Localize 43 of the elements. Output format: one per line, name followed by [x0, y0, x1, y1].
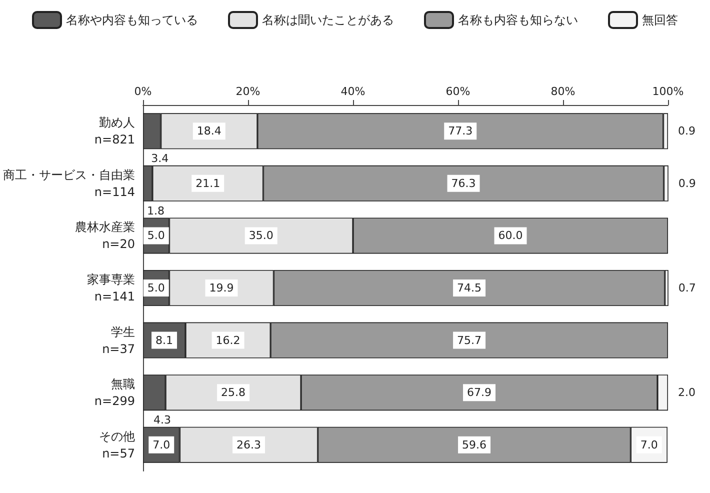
data-label: 74.5 — [457, 282, 482, 294]
y-tick-label: 学生 n=37 — [102, 324, 135, 356]
data-label: 1.8 — [146, 204, 164, 218]
legend-label: 名称も内容も知らない — [458, 13, 578, 27]
y-tick-label: 無職 n=299 — [94, 377, 135, 408]
data-label: 59.6 — [462, 438, 487, 452]
x-tick-label: 100% — [652, 85, 684, 98]
legend-label: 名称は聞いたことがある — [262, 13, 394, 27]
data-label: 75.7 — [457, 334, 482, 347]
data-label: 25.8 — [221, 386, 246, 400]
data-label: 16.2 — [216, 334, 240, 347]
data-label: 21.1 — [196, 176, 220, 190]
legend-label: 無回答 — [642, 13, 678, 27]
data-label: 0.7 — [678, 282, 696, 294]
x-tick-label: 0% — [134, 85, 152, 98]
y-tick-label: 勤め人 n=821 — [94, 116, 135, 147]
data-label: 2.0 — [678, 386, 696, 400]
x-tick-label: 40% — [340, 85, 366, 98]
y-tick-label: その他 n=57 — [99, 429, 135, 460]
data-label: 35.0 — [248, 229, 274, 242]
y-tick-label: 農林水産業 n=20 — [75, 220, 135, 252]
data-label: 19.9 — [209, 282, 234, 294]
data-label: 0.9 — [678, 124, 696, 138]
data-label: 5.0 — [147, 229, 165, 242]
legend-label: 名称や内容も知っている — [66, 13, 198, 27]
data-label: 8.1 — [156, 334, 174, 347]
x-tick-label: 20% — [236, 85, 260, 98]
data-label: 60.0 — [498, 229, 523, 242]
y-tick-label: 商工・サービス・自由業 n=114 — [3, 168, 135, 199]
data-label: 77.3 — [448, 124, 473, 138]
x-tick-label: 80% — [550, 85, 576, 98]
data-label: 0.9 — [678, 176, 696, 190]
data-label: 3.4 — [151, 152, 169, 166]
x-tick-label: 60% — [446, 85, 470, 98]
y-tick-label: 家事専業 n=141 — [87, 272, 135, 304]
data-label: 7.0 — [152, 438, 170, 452]
data-label: 4.3 — [154, 414, 172, 427]
data-label: 26.3 — [236, 438, 262, 452]
data-label: 67.9 — [467, 386, 492, 400]
data-label: 5.0 — [147, 282, 165, 294]
data-label: 7.0 — [640, 438, 658, 452]
data-label: 18.4 — [196, 124, 222, 138]
data-label: 76.3 — [451, 176, 476, 190]
